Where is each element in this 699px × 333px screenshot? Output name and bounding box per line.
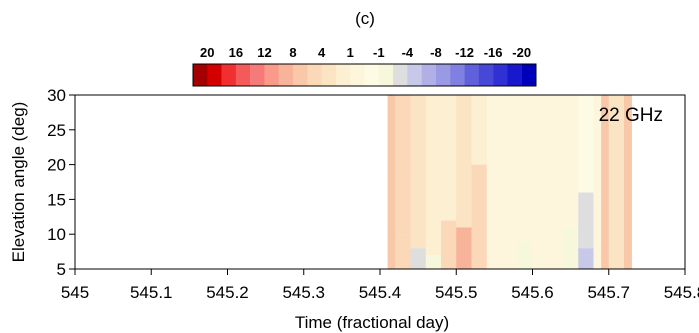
- x-tick-label: 545.2: [206, 283, 249, 302]
- colorbar-swatch: [407, 64, 422, 86]
- colorbar-tick-labels: 20 16 12 8 4 1 -1 -4 -8 -12 -16 -20: [200, 45, 531, 60]
- x-axis-ticks: 545 545.1 545.2 545.3 545.4 545.5 545.6 545.7 54…: [61, 269, 699, 302]
- colorbar-swatch: [193, 64, 208, 86]
- colorbar-swatch: [393, 64, 408, 86]
- colorbar-swatch: [293, 64, 308, 86]
- x-axis-label: Time (fractional day): [295, 313, 449, 332]
- colorbar-swatch: [450, 64, 465, 86]
- colorbar-border: [192, 63, 537, 87]
- y-tick-label: 25: [47, 121, 66, 140]
- heatmap-cell: [471, 164, 488, 269]
- colorbar-swatch: [221, 64, 237, 86]
- x-tick-label: 545.7: [587, 283, 630, 302]
- colorbar-tick-label: -4: [402, 45, 414, 60]
- colorbar-swatch: [250, 64, 265, 86]
- heatmap-cell: [517, 95, 533, 242]
- y-tick-label: 20: [47, 156, 66, 175]
- heatmap-cell: [578, 192, 594, 249]
- x-tick-label: 545.6: [511, 283, 554, 302]
- heatmap-cell: [502, 95, 518, 269]
- colorbar-tick-label: -8: [430, 45, 442, 60]
- colorbar-swatch: [421, 64, 437, 86]
- y-tick-label: 10: [47, 225, 66, 244]
- heatmap-cell: [441, 220, 457, 269]
- heatmap-cell: [456, 227, 472, 269]
- colorbar-swatch: [464, 64, 480, 86]
- heatmap-cell: [578, 248, 594, 269]
- x-tick-label: 545.5: [435, 283, 478, 302]
- colorbar-tick-label: 16: [229, 45, 243, 60]
- colorbar-swatch: [478, 64, 494, 86]
- heatmap-cell: [395, 234, 411, 269]
- heatmap-cell: [601, 95, 610, 269]
- heatmap-cell: [425, 95, 442, 256]
- x-tick-label: 545.3: [282, 283, 325, 302]
- colorbar-tick-label: -1: [373, 45, 385, 60]
- colorbar-swatch: [278, 64, 294, 86]
- heatmap-cell: [608, 95, 625, 269]
- colorbar-tick-label: -16: [484, 45, 503, 60]
- heatmap-cell: [547, 95, 564, 269]
- colorbar-tick-label: 12: [257, 45, 271, 60]
- heatmap-cell: [441, 95, 457, 221]
- colorbar-tick-label: 20: [200, 45, 214, 60]
- heatmap-cell: [578, 95, 594, 193]
- heatmap-cell: [593, 95, 602, 269]
- y-tick-label: 30: [47, 86, 66, 105]
- colorbar: [192, 63, 537, 87]
- heatmap-cell: [425, 255, 442, 269]
- colorbar-tick-label: -12: [455, 45, 474, 60]
- colorbar-swatch: [378, 64, 394, 86]
- colorbar-tick-label: -20: [512, 45, 531, 60]
- panel-label: (c): [355, 9, 375, 28]
- heatmap-cell: [517, 241, 533, 269]
- colorbar-swatch: [207, 64, 222, 86]
- x-tick-label: 545.1: [130, 283, 173, 302]
- y-tick-label: 15: [47, 190, 66, 209]
- heatmap-cell: [410, 248, 427, 269]
- y-tick-label: 5: [57, 260, 66, 279]
- colorbar-tick-label: 4: [318, 45, 326, 60]
- colorbar-swatch: [307, 64, 322, 86]
- heatmap-cell: [624, 95, 632, 269]
- colorbar-swatch: [507, 64, 522, 86]
- colorbar-swatch: [264, 64, 279, 86]
- heatmap-cell: [387, 95, 396, 269]
- colorbar-swatch: [350, 64, 365, 86]
- colorbar-swatch: [321, 64, 337, 86]
- heatmap-cell: [486, 95, 503, 269]
- colorbar-swatch: [235, 64, 251, 86]
- x-tick-label: 545: [61, 283, 89, 302]
- heatmap-cell: [410, 95, 427, 249]
- heatmap-cell: [456, 95, 472, 228]
- colorbar-swatch: [364, 64, 379, 86]
- heatmap-cell: [532, 95, 549, 269]
- frequency-annotation: 22 GHz: [599, 105, 663, 126]
- colorbar-swatch: [521, 64, 537, 86]
- colorbar-tick-label: 1: [347, 45, 354, 60]
- heatmap-cell: [471, 95, 488, 165]
- heatmap-cell: [563, 227, 579, 269]
- x-tick-label: 545.4: [359, 283, 402, 302]
- colorbar-swatch: [335, 64, 351, 86]
- x-tick-label: 545.8: [664, 283, 699, 302]
- heatmap-cell: [395, 164, 411, 235]
- heatmap-cells: [387, 95, 632, 269]
- colorbar-swatch: [435, 64, 451, 86]
- y-axis-ticks: 5 10 15 20 25 30: [47, 86, 75, 279]
- heatmap-cell: [563, 95, 579, 228]
- y-axis-label: Elevation angle (deg): [9, 102, 28, 263]
- colorbar-tick-label: 8: [289, 45, 296, 60]
- colorbar-swatch: [493, 64, 508, 86]
- heatmap-cell: [395, 95, 411, 165]
